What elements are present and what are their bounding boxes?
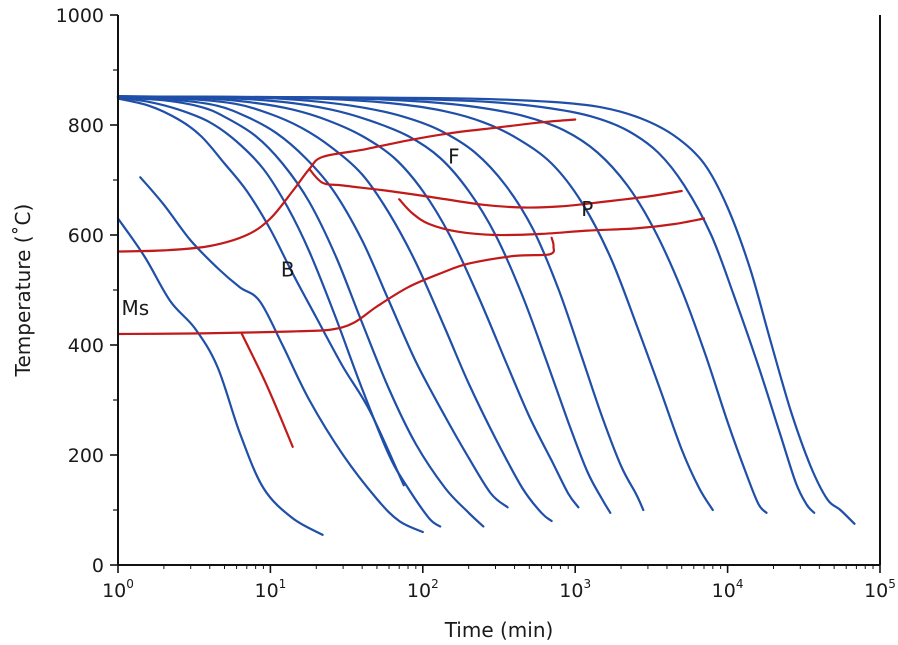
cooling-curve-2 [139, 176, 424, 534]
annotation-f: F [448, 145, 460, 169]
y-tick-label-1000: 1000 [56, 5, 104, 27]
cooling-curve-8 [116, 95, 580, 509]
cooling-curve-1 [116, 217, 324, 536]
annotation-ms: Ms [122, 296, 150, 320]
plot-curves [116, 95, 856, 536]
cooling-curve-14 [116, 95, 856, 525]
cooling-curve-11 [116, 95, 714, 512]
plot-axes: 0 200 400 600 800 1000 100 101 102 103 104 105 [56, 5, 896, 602]
x-tick-label-5: 105 [864, 577, 896, 602]
x-tick-label-3: 103 [559, 577, 591, 602]
cooling-curve-10 [116, 95, 645, 512]
cooling-curve-4 [116, 96, 442, 528]
transformation-line-b [116, 236, 555, 336]
annotation-p: P [581, 197, 593, 221]
x-axis-title: Time (min) [444, 618, 554, 642]
y-tick-label-400: 400 [68, 335, 104, 357]
x-tick-label-0: 100 [102, 577, 134, 602]
y-tick-label-200: 200 [68, 445, 104, 467]
y-tick-label-0: 0 [92, 555, 104, 577]
transformation-line-f [116, 118, 577, 253]
cooling-curve-13 [116, 95, 816, 514]
cooling-curve-3 [116, 97, 405, 487]
cooling-curve-9 [116, 95, 612, 514]
cooling-curve-5 [116, 96, 485, 528]
x-tick-label-1: 101 [254, 577, 286, 602]
y-axis-title: Temperature (˚C) [11, 204, 35, 378]
x-tick-label-4: 104 [712, 577, 744, 602]
y-tick-label-800: 800 [68, 115, 104, 137]
x-tick-label-2: 102 [407, 577, 439, 602]
transformation-line-p-start [308, 167, 683, 209]
transformation-line-p-end [398, 198, 706, 237]
cooling-curve-6 [116, 95, 509, 509]
transformation-line-ms-continuation [240, 332, 294, 448]
cooling-curve-7 [116, 95, 553, 523]
y-tick-label-600: 600 [68, 225, 104, 247]
annotation-b: B [281, 257, 295, 281]
plot-labels: F P B Ms [122, 145, 594, 320]
